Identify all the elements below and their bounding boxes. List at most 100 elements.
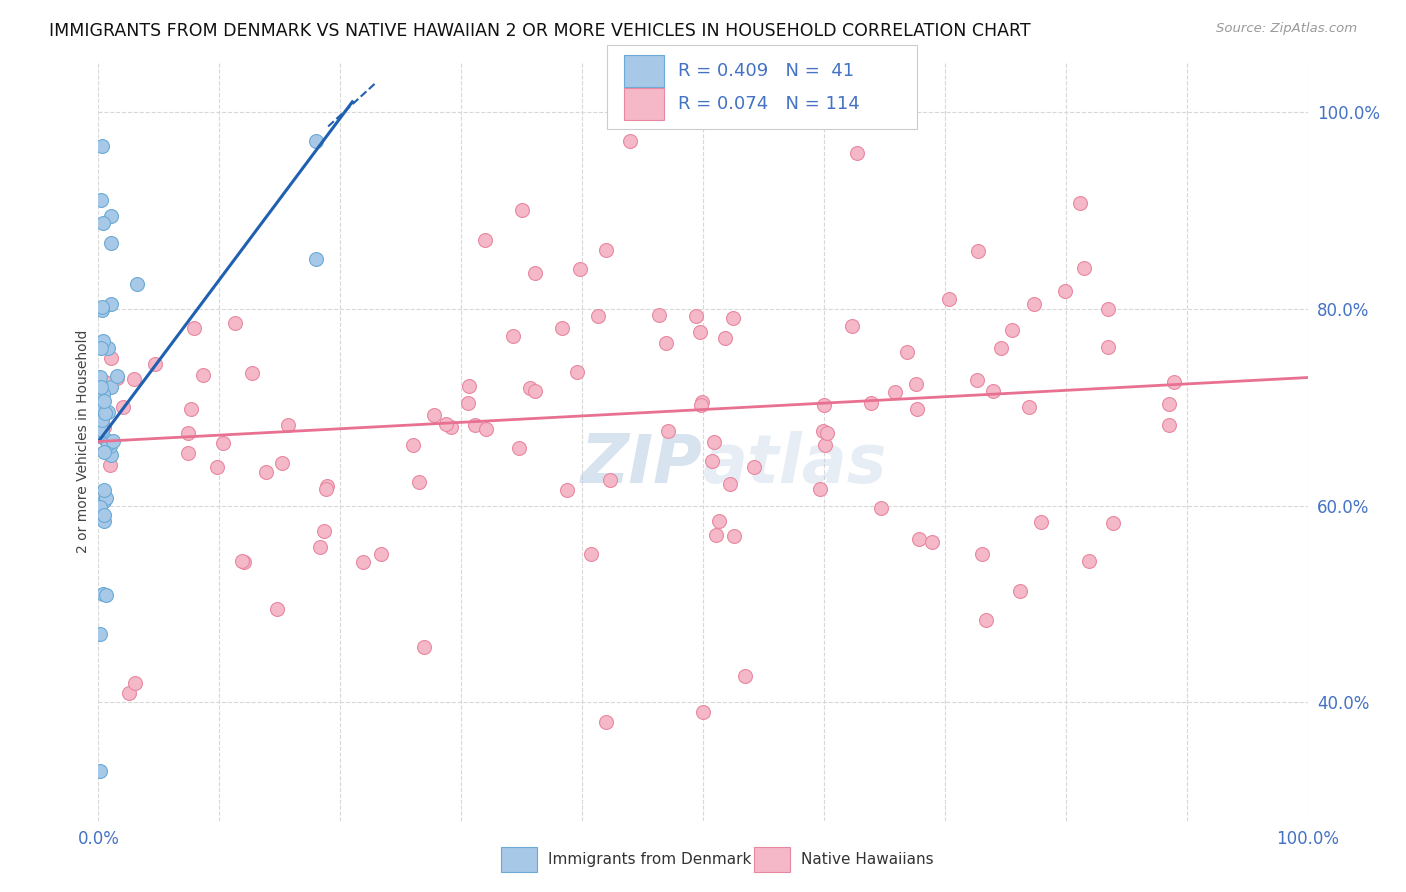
Point	[93, 514, 115, 528]
Point	[305, 252, 328, 267]
Point	[508, 441, 530, 455]
Point	[972, 547, 994, 561]
Y-axis label: 2 or more Vehicles in Household: 2 or more Vehicles in Household	[76, 330, 90, 553]
Point	[704, 528, 727, 542]
Text: atlas: atlas	[703, 432, 887, 497]
Point	[458, 379, 481, 393]
Point	[91, 423, 114, 437]
Point	[440, 419, 463, 434]
Point	[967, 244, 990, 258]
Point	[177, 426, 200, 441]
Point	[723, 310, 745, 325]
Point	[193, 368, 215, 383]
Point	[408, 475, 430, 489]
Point	[1097, 340, 1119, 354]
Point	[869, 500, 891, 515]
Point	[896, 345, 918, 359]
Point	[808, 482, 831, 496]
Point	[599, 473, 621, 487]
Point	[595, 243, 617, 257]
Point	[921, 534, 943, 549]
Point	[105, 370, 128, 384]
Point	[1018, 400, 1040, 414]
Point	[94, 376, 117, 390]
Point	[96, 405, 118, 419]
Point	[111, 400, 134, 414]
Point	[180, 401, 202, 416]
Point	[93, 445, 115, 459]
Point	[966, 373, 988, 387]
Point	[846, 146, 869, 161]
Text: ZIP: ZIP	[581, 432, 703, 497]
Point	[118, 685, 141, 699]
Text: IMMIGRANTS FROM DENMARK VS NATIVE HAWAIIAN 2 OR MORE VEHICLES IN HOUSEHOLD CORRE: IMMIGRANTS FROM DENMARK VS NATIVE HAWAII…	[49, 22, 1031, 40]
Point	[619, 134, 641, 148]
Point	[93, 394, 115, 409]
Point	[305, 134, 328, 148]
Point	[1077, 554, 1099, 568]
Point	[91, 587, 114, 601]
Point	[908, 532, 931, 546]
Point	[1031, 515, 1053, 529]
Point	[93, 508, 115, 523]
Text: R = 0.409   N =  41: R = 0.409 N = 41	[678, 62, 853, 80]
Point	[205, 459, 228, 474]
Text: R = 0.074   N = 114: R = 0.074 N = 114	[678, 95, 859, 113]
Point	[586, 310, 609, 324]
Point	[89, 401, 111, 415]
Point	[100, 448, 122, 462]
Point	[579, 547, 602, 561]
Point	[89, 369, 111, 384]
Point	[124, 675, 146, 690]
Text: Native Hawaiians: Native Hawaiians	[801, 853, 934, 867]
Point	[90, 380, 112, 394]
Point	[98, 458, 121, 472]
Point	[97, 436, 120, 450]
Point	[742, 459, 765, 474]
Point	[1073, 261, 1095, 276]
Point	[91, 139, 114, 153]
Point	[815, 425, 838, 440]
Point	[723, 529, 745, 543]
Point	[101, 434, 124, 448]
Point	[240, 366, 263, 380]
Point	[692, 706, 714, 720]
Point	[938, 292, 960, 306]
Point	[105, 369, 128, 384]
Point	[91, 300, 114, 314]
Point	[510, 203, 533, 218]
Point	[434, 417, 457, 432]
Point	[89, 764, 111, 779]
Point	[316, 479, 339, 493]
Point	[231, 554, 253, 568]
Point	[981, 384, 1004, 399]
Point	[990, 341, 1012, 355]
Point	[100, 209, 122, 223]
Point	[551, 320, 574, 334]
Point	[94, 406, 117, 420]
Point	[352, 555, 374, 569]
Point	[690, 398, 713, 412]
Point	[233, 555, 256, 569]
Point	[814, 438, 837, 452]
Point	[91, 302, 114, 317]
Point	[212, 436, 235, 450]
Point	[475, 422, 498, 436]
Point	[122, 372, 145, 386]
Point	[519, 381, 541, 395]
Point	[1163, 375, 1185, 389]
Point	[568, 262, 591, 277]
Point	[734, 669, 756, 683]
Point	[1053, 285, 1076, 299]
Point	[709, 514, 731, 528]
Point	[224, 316, 246, 330]
Point	[91, 216, 114, 230]
Point	[567, 365, 589, 379]
Point	[647, 308, 669, 322]
Point	[100, 236, 122, 251]
Point	[813, 398, 835, 412]
Point	[183, 321, 205, 335]
Point	[884, 384, 907, 399]
Point	[89, 500, 111, 514]
Point	[94, 433, 117, 447]
